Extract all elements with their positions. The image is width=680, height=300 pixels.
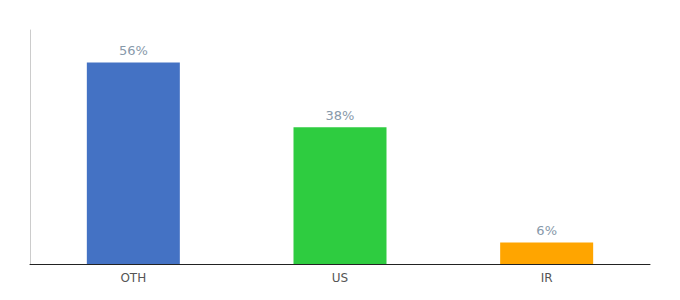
svg-text:US: US xyxy=(332,271,348,285)
svg-text:38%: 38% xyxy=(326,108,355,123)
svg-text:OTH: OTH xyxy=(120,271,146,285)
svg-text:6%: 6% xyxy=(536,223,557,238)
svg-text:56%: 56% xyxy=(119,43,148,58)
svg-text:IR: IR xyxy=(541,271,553,285)
